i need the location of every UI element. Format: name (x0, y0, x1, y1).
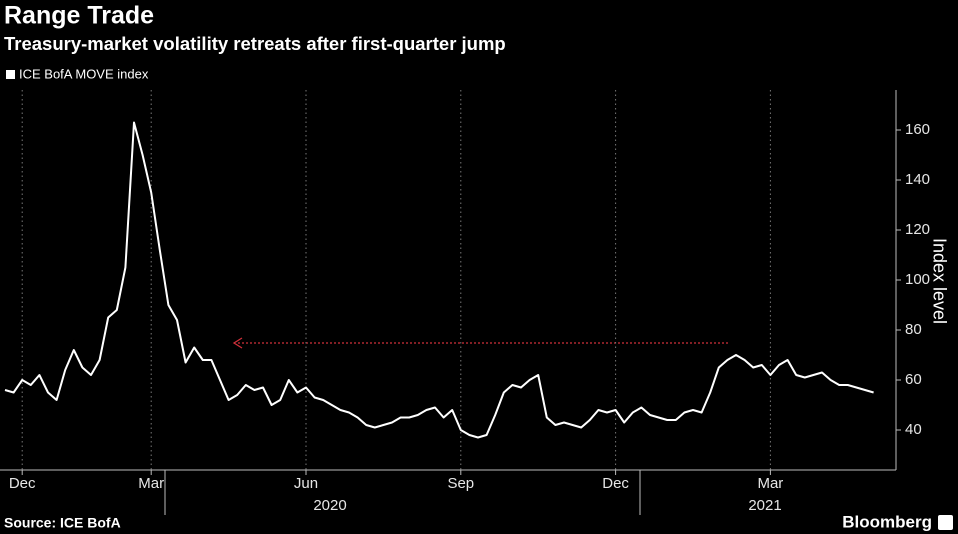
x-tick-label: Mar (138, 475, 164, 492)
source: Source: ICE BofA (4, 515, 121, 531)
y-axis-label: Index level (929, 238, 949, 324)
legend-label: ICE BofA MOVE index (19, 66, 149, 81)
legend-swatch (6, 70, 15, 79)
brand-logo (938, 515, 953, 530)
y-tick-label: 120 (905, 221, 930, 238)
y-tick-label: 80 (905, 321, 922, 338)
series-line (4, 121, 874, 439)
x-tick-label: Jun (294, 475, 318, 492)
y-tick-label: 40 (905, 421, 922, 438)
x-tick-label: Sep (447, 475, 474, 492)
y-tick-label: 140 (905, 171, 930, 188)
chart-subtitle: Treasury-market volatility retreats afte… (4, 33, 506, 54)
y-tick-label: 60 (905, 371, 922, 388)
year-label: 2020 (313, 497, 346, 514)
year-label: 2021 (748, 497, 781, 514)
chart-title: Range Trade (4, 2, 154, 30)
y-tick-label: 160 (905, 121, 930, 138)
y-tick-label: 100 (905, 271, 930, 288)
x-tick-label: Dec (602, 475, 629, 492)
x-tick-label: Mar (757, 475, 783, 492)
brand: Bloomberg (842, 512, 932, 531)
x-tick-label: Dec (9, 475, 36, 492)
reference-arrowhead (232, 337, 243, 349)
